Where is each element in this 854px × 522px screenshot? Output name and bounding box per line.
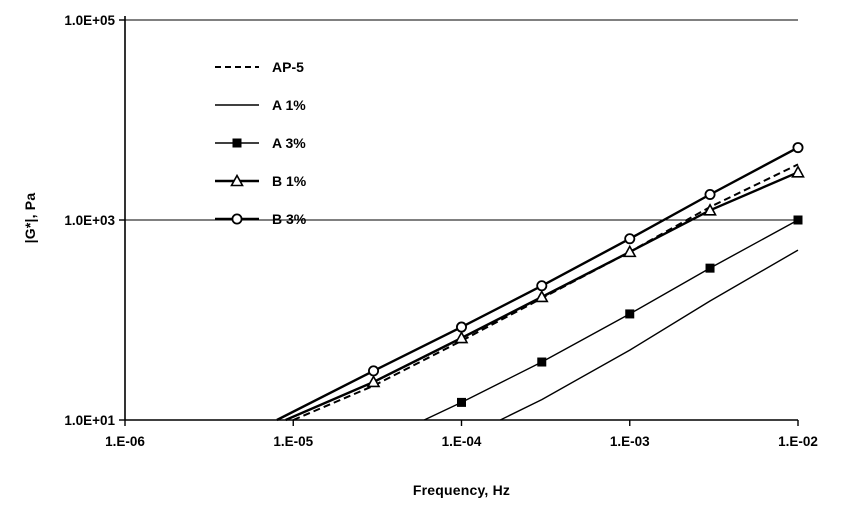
x-tick-label: 1.E-05 — [273, 434, 313, 449]
circle-marker — [455, 321, 467, 333]
y-tick-label: 1.0E+01 — [64, 413, 115, 428]
legend-entry-a-1-: A 1% — [213, 86, 306, 124]
square-marker — [625, 309, 635, 319]
triangle-marker — [703, 203, 717, 216]
square-marker — [457, 397, 466, 407]
triangle-marker — [230, 173, 244, 187]
square-marker — [537, 357, 547, 367]
square-marker — [705, 263, 715, 273]
legend-swatch — [215, 138, 259, 148]
legend-label: B 1% — [272, 173, 307, 189]
x-axis-title: Frequency, Hz — [412, 482, 511, 498]
x-tick-label: 1.E-02 — [778, 434, 818, 449]
circle-marker — [536, 280, 548, 292]
circle-marker — [624, 233, 636, 245]
circle-marker — [792, 142, 804, 154]
legend-swatch — [215, 104, 259, 106]
legend-entry-b-3-: B 3% — [213, 200, 306, 238]
y-axis-title: |G*|, Pa — [22, 192, 38, 244]
triangle-marker — [622, 244, 637, 258]
x-tick-label: 1.E-04 — [442, 434, 482, 449]
x-tick-label: 1.E-03 — [610, 434, 650, 449]
legend-swatch — [215, 173, 259, 187]
series-line-a-3- — [423, 219, 799, 421]
legend-entry-ap-5: AP-5 — [213, 48, 306, 86]
circle-marker — [368, 365, 380, 377]
triangle-marker — [366, 374, 381, 388]
legend-swatch — [215, 66, 259, 68]
triangle-marker — [454, 330, 469, 344]
legend-label: A 1% — [272, 97, 306, 113]
series-line-ap-5 — [292, 163, 799, 421]
triangle-marker — [791, 165, 805, 178]
legend-label: B 3% — [272, 211, 307, 227]
legend-label: A 3% — [272, 135, 306, 151]
y-tick-label: 1.0E+03 — [64, 213, 115, 228]
y-tick-label: 1.0E+05 — [64, 13, 115, 28]
legend-label: AP-5 — [272, 59, 304, 75]
triangle-marker — [534, 289, 549, 303]
circle-marker — [704, 188, 716, 200]
legend-entry-b-1-: B 1% — [213, 162, 306, 200]
legend: AP-5 A 1% A 3% B 1% B 3% — [213, 48, 306, 238]
series-line-a-1- — [499, 249, 799, 421]
circle-marker — [231, 213, 243, 225]
square-marker — [232, 138, 242, 148]
legend-swatch — [215, 213, 259, 225]
x-tick-label: 1.E-06 — [105, 434, 145, 449]
legend-entry-a-3-: A 3% — [213, 124, 306, 162]
square-marker — [793, 215, 803, 225]
